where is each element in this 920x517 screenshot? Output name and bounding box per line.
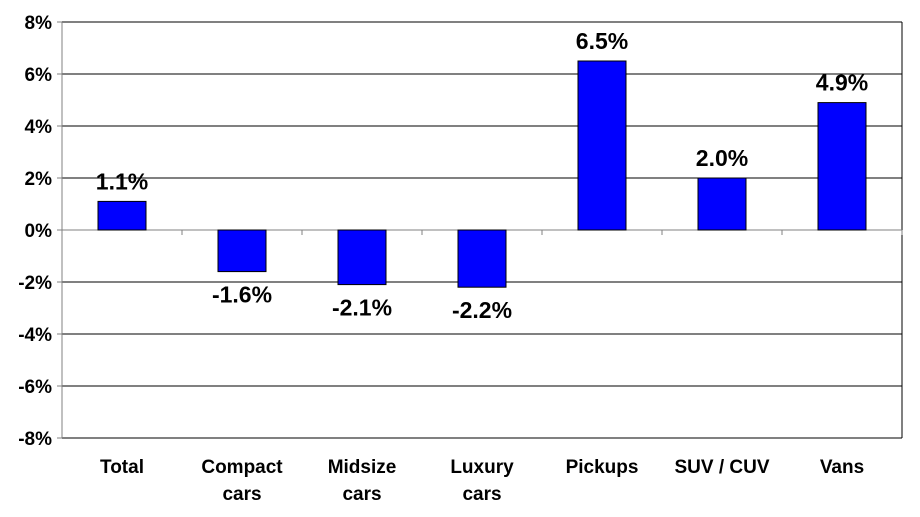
bars [97,60,867,288]
data-label: 1.1% [96,168,148,194]
y-tick-label: -2% [18,273,52,294]
data-label: -1.6% [212,282,272,308]
y-tick-labels: 8% 6% 4% 2% 0% -2% -4% -6% -8% [18,13,52,450]
y-tick-label: 8% [25,13,53,34]
bar-luxury-cars [457,229,507,288]
bar-midsize-cars [337,229,387,286]
x-category-label: Vans [820,457,864,478]
y-tick-label: 0% [25,221,53,242]
bar-compact-cars [217,229,267,273]
data-label: -2.2% [452,297,512,323]
x-category-label: SUV / CUV [674,457,769,478]
data-label: 2.0% [696,145,748,171]
x-category-labels: Total Compact cars Midsize cars Luxury cars Pic… [100,457,864,505]
bar-pickups [577,60,627,231]
y-tick-label: 2% [25,169,53,190]
y-tick-label: -8% [18,429,52,450]
data-labels: 1.1% -1.6% -2.1% -2.2% 6.5% 2.0% 4.9% [96,28,868,323]
x-category-label: Midsize cars [328,457,397,505]
data-label: 6.5% [576,28,628,54]
y-tick-label: -6% [18,377,52,398]
x-category-label: Pickups [566,457,639,478]
y-tick-label: 6% [25,65,53,86]
data-label: -2.1% [332,295,392,321]
y-tick-label: 4% [25,117,53,138]
x-category-label: Total [100,457,144,478]
bar-vans [817,102,867,231]
x-category-label: Luxury cars [450,457,514,505]
bar-total [97,200,147,231]
data-label: 4.9% [816,70,868,96]
x-category-label: Compact cars [201,457,283,505]
bar-suv-cuv [697,177,747,231]
y-tick-label: -4% [18,325,52,346]
